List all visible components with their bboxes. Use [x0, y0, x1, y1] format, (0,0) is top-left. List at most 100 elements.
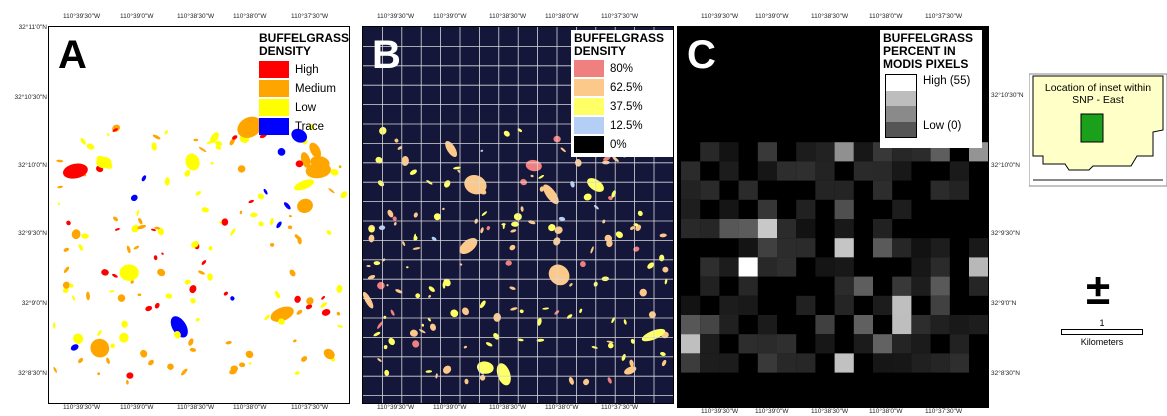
coordinate-label: 32°9'30"N [18, 230, 47, 237]
vegetation-patch [90, 338, 110, 358]
modis-pixel [719, 315, 739, 335]
legend-item-80: 80% [574, 59, 672, 78]
vegetation-patch [525, 159, 542, 172]
vegetation-patch [81, 233, 89, 239]
vegetation-patch [375, 156, 383, 164]
vegetation-patch [292, 339, 297, 343]
vegetation-patch [300, 152, 311, 169]
modis-pixel [892, 161, 912, 181]
vegetation-patch [536, 338, 545, 342]
vegetation-patch [101, 269, 109, 276]
coordinate-label: 32°10'0"N [991, 162, 1020, 169]
vegetation-patch [161, 252, 164, 255]
legend-label: Medium [295, 82, 336, 95]
modis-pixel [719, 353, 739, 373]
modis-pixel [738, 334, 758, 354]
modis-pixel [892, 238, 912, 258]
vegetation-patch [463, 345, 468, 349]
vegetation-patch [464, 378, 469, 385]
vegetation-patch [86, 143, 95, 150]
modis-pixel [738, 257, 758, 277]
vegetation-patch [501, 223, 506, 226]
vegetation-patch [383, 315, 387, 319]
vegetation-patch [548, 224, 556, 232]
vegetation-patch [237, 116, 263, 138]
vegetation-patch [53, 322, 56, 329]
legend-b: BUFFELGRASS DENSITY 80% 62.5% 37.5% 12.5% 0% [571, 30, 673, 157]
vegetation-patch [198, 146, 207, 153]
coordinate-label: 110°39'30"W [701, 408, 739, 415]
vegetation-patch [623, 319, 627, 325]
modis-pixel [853, 334, 873, 354]
vegetation-patch [237, 165, 246, 173]
vegetation-patch [336, 311, 341, 316]
vegetation-patch [207, 273, 213, 281]
vegetation-patch [157, 227, 164, 236]
modis-pixel [815, 315, 835, 335]
vegetation-patch [583, 378, 590, 386]
legend-swatch [574, 136, 604, 153]
vegetation-patch [602, 219, 606, 224]
vegetation-patch [368, 234, 375, 243]
vegetation-patch [258, 221, 264, 227]
vegetation-patch [397, 146, 403, 150]
modis-pixel [834, 142, 854, 162]
vegetation-patch [130, 280, 134, 284]
modis-pixel [777, 334, 797, 354]
modis-pixel [796, 353, 816, 373]
legend-label: 12.5% [610, 119, 643, 132]
vegetation-patch [505, 260, 512, 266]
vegetation-patch [112, 128, 118, 132]
vegetation-patch [464, 175, 487, 195]
vegetation-patch [485, 342, 493, 347]
vegetation-patch [112, 124, 120, 132]
vegetation-patch [539, 186, 545, 192]
modis-pixel [757, 315, 777, 335]
vegetation-patch [480, 227, 484, 234]
vegetation-patch [366, 264, 371, 268]
modis-pixel [892, 315, 912, 335]
vegetation-patch [443, 278, 451, 287]
coordinate-label: 32°11'0"N [18, 24, 47, 31]
vegetation-patch [402, 241, 406, 247]
scale-bar-value: 1 [1099, 318, 1105, 328]
vegetation-patch [647, 262, 655, 269]
modis-pixel [834, 276, 854, 296]
vegetation-patch [388, 337, 395, 346]
map-c-pixels [681, 142, 988, 373]
coordinate-label: 32°8'30"N [18, 370, 47, 377]
vegetation-patch [195, 318, 200, 322]
vegetation-patch [363, 291, 374, 309]
vegetation-patch [294, 295, 301, 303]
modis-pixel [700, 353, 720, 373]
vegetation-patch [320, 302, 328, 308]
vegetation-patch [607, 342, 614, 349]
modis-pixel [969, 257, 988, 277]
vegetation-patch [520, 206, 524, 212]
coordinate-label: 110°39'30"W [377, 404, 415, 411]
modis-pixel [930, 353, 950, 373]
modis-pixel [757, 142, 777, 162]
legend-label: 0% [610, 138, 627, 151]
vegetation-patch [445, 140, 458, 158]
vegetation-patch [257, 193, 265, 200]
vegetation-patch [151, 142, 157, 151]
vegetation-patch [493, 313, 502, 322]
vegetation-patch [97, 372, 101, 376]
vegetation-patch [115, 228, 120, 231]
modis-pixel [834, 238, 854, 258]
map-panel-a: A BUFFELGRASS DENSITY High Medium Low Trace [48, 26, 350, 404]
vegetation-patch [453, 166, 461, 170]
panel-letter-a: A [58, 33, 87, 77]
vegetation-patch [225, 340, 232, 345]
vegetation-patch [608, 196, 613, 201]
vegetation-patch [151, 228, 156, 232]
legend-c-high-label: High (55) [923, 75, 971, 87]
modis-pixel [815, 180, 835, 200]
modis-pixel [834, 180, 854, 200]
modis-pixel [681, 334, 701, 354]
vegetation-patch [230, 296, 235, 301]
vegetation-patch [648, 311, 656, 319]
vegetation-patch [310, 156, 330, 169]
vegetation-patch [579, 308, 583, 313]
